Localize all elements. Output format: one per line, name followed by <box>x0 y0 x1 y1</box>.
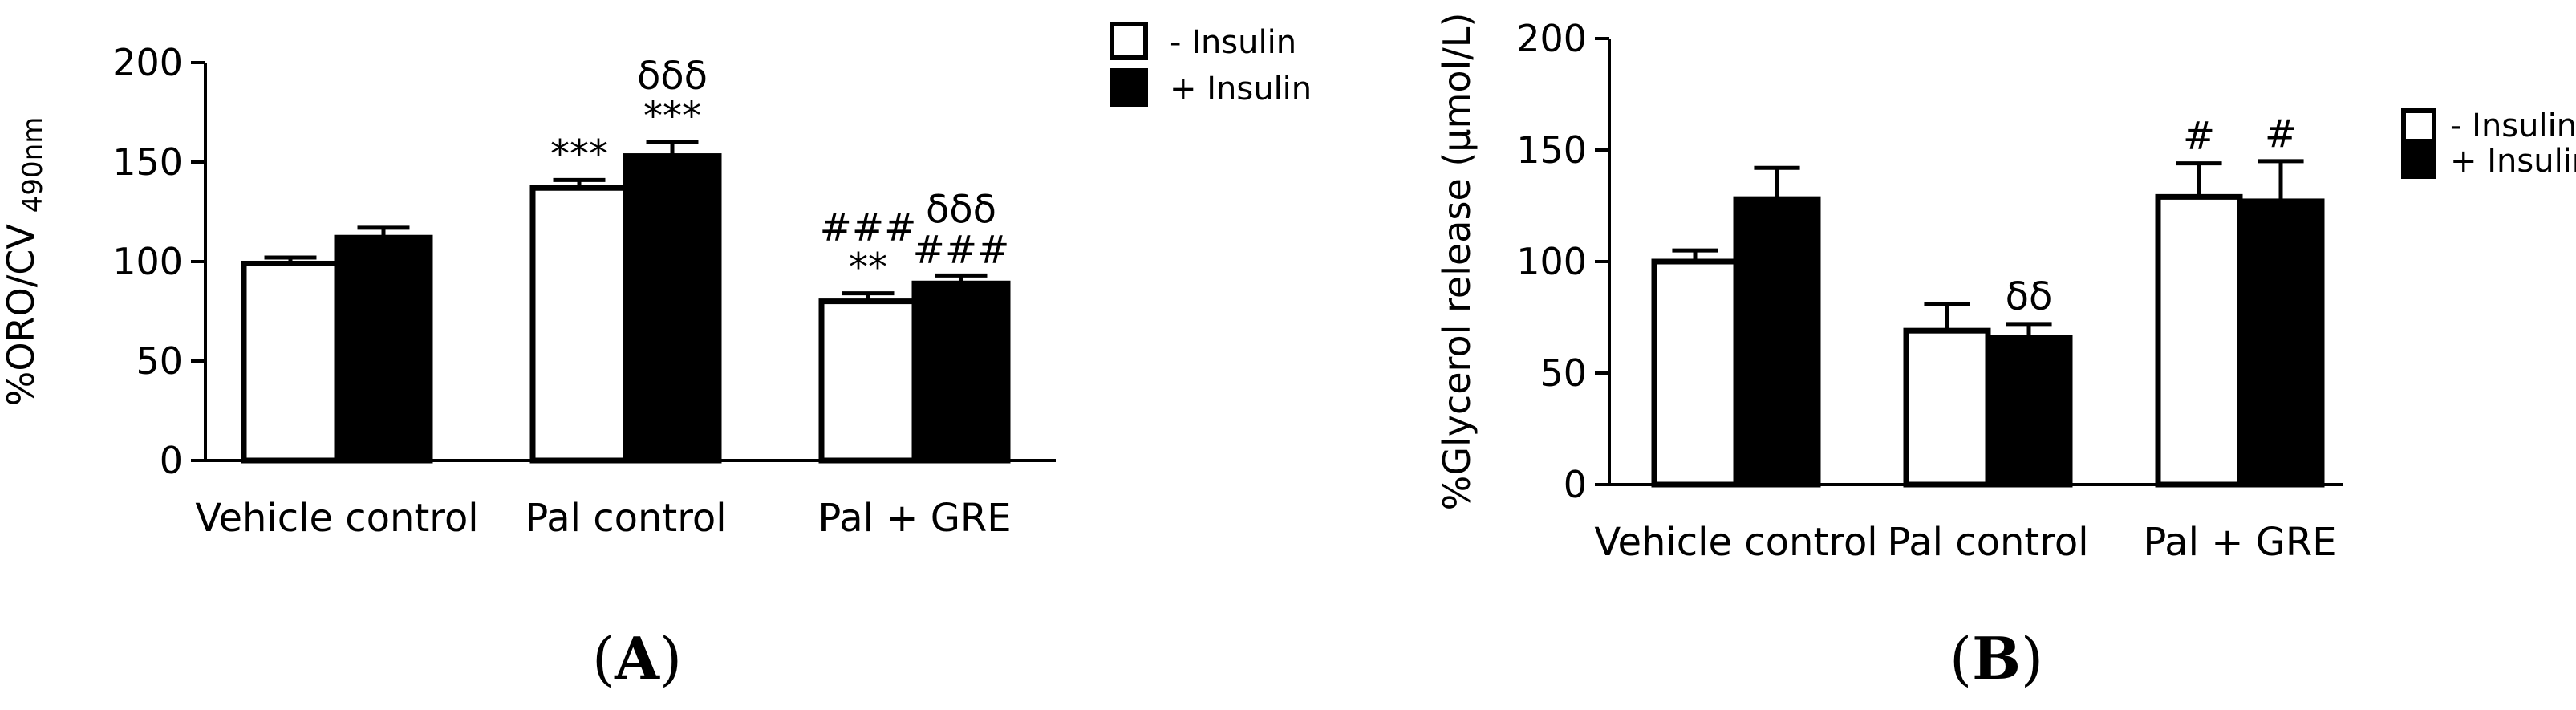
y-tick-label: 0 <box>1564 463 1587 506</box>
bar <box>1903 327 1991 488</box>
y-tick-label: 0 <box>160 439 183 482</box>
significance-annotation: δδδ <box>926 187 996 232</box>
bar <box>241 260 340 464</box>
legend-swatch <box>2401 144 2436 179</box>
significance-annotation: *** <box>643 94 701 139</box>
significance-annotation: *** <box>550 132 608 176</box>
significance-annotation: ** <box>849 245 887 290</box>
x-category-label: Pal control <box>525 496 726 541</box>
legend-swatch <box>1110 68 1148 107</box>
bar <box>1985 335 2073 488</box>
panel-label-a: (A) <box>592 624 683 692</box>
y-tick-label: 100 <box>1516 240 1587 283</box>
y-tick-label: 50 <box>136 339 183 383</box>
x-category-label: Pal control <box>1887 520 2088 565</box>
y-axis-label-subscript: 490nm <box>17 117 49 213</box>
significance-annotation: δδ <box>2006 274 2053 319</box>
chart-panel-a: 0 50 100 150 200 %ORO/CV490nm Vehicle control P… <box>0 22 1312 541</box>
significance-annotation: δδδ <box>637 54 708 99</box>
significance-annotation: ### <box>913 227 1010 272</box>
bar <box>623 153 722 464</box>
significance-annotation: ### <box>820 205 917 250</box>
bar <box>2237 198 2325 488</box>
bar <box>818 298 918 464</box>
y-tick-label: 100 <box>112 240 183 283</box>
bar <box>1733 196 1821 488</box>
x-category-label: Vehicle control <box>195 496 478 541</box>
y-axis-label: %Glycerol release (µmol/L) <box>1435 13 1479 511</box>
bar <box>529 185 629 464</box>
legend-swatch <box>2401 108 2436 144</box>
bar <box>2155 193 2243 488</box>
legend-swatch <box>1110 22 1148 60</box>
significance-annotation: # <box>2183 114 2215 159</box>
x-category-label: Vehicle control <box>1594 520 1877 565</box>
legend-label: + Insulin <box>1170 71 1312 108</box>
legend-label: + Insulin <box>2450 143 2576 180</box>
bar <box>1651 258 1739 488</box>
x-category-label: Pal + GRE <box>817 496 1011 541</box>
bar <box>911 280 1011 464</box>
y-tick-label: 150 <box>112 140 183 184</box>
significance-annotation: # <box>2265 112 2297 156</box>
legend-label: - Insulin <box>2450 108 2576 144</box>
chart-panel-b: 0 50 100 150 200 %Glycerol release (µmol/L) Ve… <box>1435 13 2576 565</box>
panel-label-b: (B) <box>1949 624 2044 692</box>
y-tick-label: 150 <box>1516 128 1587 172</box>
bar <box>334 234 433 464</box>
y-tick-label: 200 <box>1516 17 1587 60</box>
y-tick-label: 50 <box>1540 351 1587 395</box>
y-axis-label: %ORO/CV490nm <box>0 117 49 407</box>
y-tick-label: 200 <box>112 41 183 84</box>
legend-label: - Insulin <box>1170 24 1296 61</box>
x-category-label: Pal + GRE <box>2143 520 2336 565</box>
